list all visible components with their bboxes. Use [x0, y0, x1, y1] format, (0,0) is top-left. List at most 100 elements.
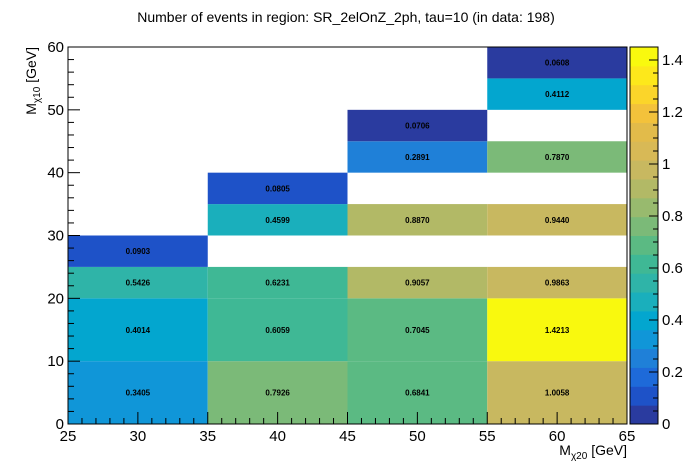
heatmap-cell — [347, 141, 488, 173]
heatmap-cell-labels: 0.3405 0.4014 0.5426 0.0903 0.7926 0.6059 0.62… — [126, 59, 570, 398]
heatmap-cell — [487, 47, 627, 79]
cell-value-label: 0.7870 — [545, 153, 570, 162]
colorbar-swatch — [630, 65, 658, 86]
colorbar-swatch — [630, 178, 658, 199]
heatmap-cell — [487, 204, 627, 236]
colorbar-swatch — [630, 47, 658, 67]
x-tick-label: 40 — [269, 428, 286, 445]
colorbar-swatch — [630, 348, 658, 368]
y-tick-label: 60 — [47, 39, 64, 56]
cell-value-label: 0.8870 — [405, 216, 430, 225]
x-axis-title-main: M — [559, 442, 571, 458]
cell-value-label: 0.4112 — [545, 90, 570, 99]
y-tick-label: 40 — [47, 165, 64, 182]
cell-value-label: 0.5426 — [126, 279, 151, 288]
y-axis-title-unit: [GeV] — [23, 47, 39, 87]
x-tick-label: 50 — [409, 428, 426, 445]
colorbar-swatch — [630, 329, 658, 350]
x-tick-label: 30 — [130, 428, 147, 445]
cell-value-label: 0.0805 — [265, 184, 290, 193]
x-tick-label: 60 — [549, 428, 566, 445]
cell-value-label: 0.7926 — [265, 389, 290, 398]
y-axis-title-sub: χ10 — [32, 86, 43, 103]
cell-value-label: 0.6059 — [265, 326, 290, 335]
colorbar-tick-label: 1.2 — [662, 104, 683, 121]
cell-value-label: 0.0608 — [545, 59, 570, 68]
heatmap-cell — [487, 78, 627, 110]
colorbar-tick-label: 1.4 — [662, 52, 683, 69]
heatmap-cell — [347, 266, 488, 299]
colorbar-swatch — [630, 141, 658, 161]
x-axis-title: Mχ20 [GeV] — [559, 442, 627, 462]
cell-value-label: 0.6841 — [405, 389, 430, 398]
cell-value-label: 0.6231 — [265, 279, 290, 288]
cell-value-label: 1.4213 — [545, 326, 570, 335]
colorbar-swatch — [630, 197, 658, 218]
heatmap-cell — [487, 266, 627, 299]
cell-value-label: 0.3405 — [126, 389, 151, 398]
x-axis-title-unit: [GeV] — [587, 442, 627, 458]
colorbar-swatch — [630, 405, 658, 425]
y-tick-label: 30 — [47, 228, 64, 245]
x-tick-label: 35 — [199, 428, 216, 445]
y-axis-title-main: M — [23, 103, 39, 115]
y-axis: 0 10 20 30 40 50 60 — [47, 39, 80, 433]
y-tick-label: 50 — [47, 102, 64, 119]
y-tick-label: 20 — [47, 290, 64, 307]
heatmap-cell — [487, 141, 627, 173]
heatmap-cell — [207, 298, 348, 362]
heatmap-cell — [207, 266, 348, 299]
colorbar-tick-label: 0.6 — [662, 260, 683, 277]
colorbar-tick-label: 0.2 — [662, 364, 683, 381]
y-axis-title: Mχ10 [GeV] — [23, 47, 43, 115]
cell-value-label: 0.2891 — [405, 153, 430, 162]
x-tick-label: 55 — [479, 428, 496, 445]
colorbar-tick-label: 0 — [662, 416, 670, 433]
colorbar-swatch — [630, 254, 658, 274]
cell-value-label: 0.9863 — [545, 279, 570, 288]
colorbar: 0 0.2 0.4 0.6 0.8 1 1.2 1.4 — [629, 46, 683, 433]
chart-title: Number of events in region: SR_2elOnZ_2p… — [137, 9, 555, 25]
colorbar-swatch — [630, 292, 658, 312]
heatmap-cell — [347, 204, 488, 236]
cell-value-label: 0.7045 — [405, 326, 430, 335]
y-tick-label: 10 — [47, 353, 64, 370]
cell-value-label: 1.0058 — [545, 389, 570, 398]
cell-value-label: 0.4014 — [126, 326, 151, 335]
colorbar-swatch — [630, 84, 658, 105]
heatmap-cell — [487, 298, 627, 362]
colorbar-swatch — [630, 160, 658, 180]
colorbar-swatch — [630, 386, 658, 406]
heatmap-cell — [68, 266, 208, 299]
cell-value-label: 0.9057 — [405, 279, 430, 288]
heatmap-cells — [68, 47, 627, 424]
heatmap-cell — [207, 204, 348, 236]
colorbar-swatch — [630, 273, 658, 293]
colorbar-swatch — [630, 310, 658, 331]
colorbar-tick-label: 0.4 — [662, 312, 683, 329]
x-axis-title-sub: χ20 — [571, 451, 588, 462]
heatmap-cell — [347, 109, 488, 142]
colorbar-tick-label: 1 — [662, 156, 670, 173]
colorbar-tick-label: 0.8 — [662, 208, 683, 225]
cell-value-label: 0.4599 — [265, 216, 290, 225]
colorbar-swatch — [630, 216, 658, 236]
x-tick-label: 25 — [60, 428, 77, 445]
x-tick-label: 45 — [339, 428, 356, 445]
cell-value-label: 0.0903 — [126, 247, 151, 256]
heatmap-cell — [347, 298, 488, 362]
x-tick-label: 65 — [619, 428, 636, 445]
colorbar-swatch — [630, 103, 658, 123]
heatmap-cell — [207, 172, 348, 205]
cell-value-label: 0.9440 — [545, 216, 570, 225]
colorbar-swatch — [630, 367, 658, 387]
colorbar-swatch — [630, 235, 658, 255]
heatmap-cell — [68, 298, 208, 362]
colorbar-frame — [629, 46, 659, 425]
x-axis: 25 30 35 40 45 50 55 60 65 — [60, 412, 636, 445]
cell-value-label: 0.0706 — [405, 122, 430, 131]
y-tick-label: 0 — [56, 416, 64, 433]
heatmap-cell — [68, 235, 208, 267]
colorbar-swatch — [630, 122, 658, 142]
